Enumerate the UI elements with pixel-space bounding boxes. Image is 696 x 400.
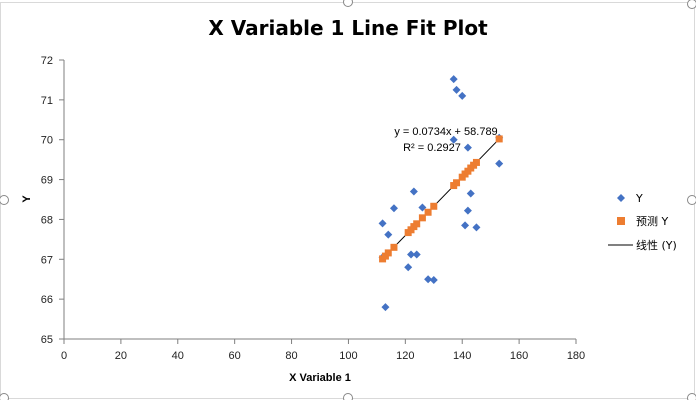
x-tick-label: 100	[339, 350, 357, 362]
y-point[interactable]	[384, 230, 393, 239]
resize-handle-top[interactable]	[343, 0, 353, 7]
predicted-y-point[interactable]	[390, 243, 398, 251]
y-tick-label: 71	[41, 95, 53, 107]
y-point[interactable]	[409, 187, 418, 196]
y-axis-label: Y	[21, 195, 33, 203]
y-point[interactable]	[463, 143, 472, 152]
y-point[interactable]	[418, 203, 427, 212]
series-layer	[378, 75, 504, 312]
resize-handle-left[interactable]	[0, 195, 9, 205]
trendline-r-squared: R² = 0.2927	[403, 142, 461, 154]
x-tick-label: 140	[453, 350, 471, 362]
predicted-y-point[interactable]	[413, 220, 421, 228]
y-tick-label: 66	[41, 294, 53, 306]
x-tick-label: 160	[510, 350, 528, 362]
y-point[interactable]	[466, 189, 475, 198]
resize-handle-right[interactable]	[687, 195, 696, 205]
y-point[interactable]	[424, 275, 433, 284]
y-point[interactable]	[495, 159, 504, 168]
y-point[interactable]	[461, 221, 470, 230]
trendline-equation: y = 0.0734x + 58.789	[394, 126, 497, 138]
y-tick-label: 70	[41, 135, 53, 147]
x-tick-label: 20	[115, 350, 127, 362]
y-point[interactable]	[412, 250, 421, 259]
y-axis-ticks: 65 66 67 68 69 70 71 72	[41, 55, 64, 346]
y-point[interactable]	[458, 91, 467, 100]
y-point[interactable]	[378, 219, 387, 228]
legend-y-label: Y	[635, 192, 643, 205]
x-tick-label: 120	[396, 350, 414, 362]
y-tick-label: 68	[41, 214, 53, 226]
resize-handle-top-right[interactable]	[687, 0, 696, 9]
predicted-y-point[interactable]	[453, 179, 461, 187]
chart-title: X Variable 1 Line Fit Plot	[208, 16, 488, 40]
x-tick-label: 180	[567, 350, 585, 362]
predicted-y-point[interactable]	[384, 249, 392, 257]
y-tick-label: 65	[41, 334, 53, 346]
predicted-y-point[interactable]	[495, 135, 503, 143]
y-point[interactable]	[404, 263, 413, 272]
y-tick-label: 67	[41, 254, 53, 266]
resize-handle-bottom-left[interactable]	[0, 393, 9, 400]
predicted-y-point[interactable]	[430, 202, 438, 210]
legend-trendline-label: 线性 (Y)	[636, 238, 677, 252]
y-point[interactable]	[452, 85, 461, 94]
y-tick-label: 72	[41, 55, 53, 67]
y-point[interactable]	[449, 75, 458, 84]
y-tick-label: 69	[41, 175, 53, 187]
x-axis-label: X Variable 1	[289, 372, 351, 384]
x-tick-label: 0	[61, 350, 67, 362]
y-point[interactable]	[463, 206, 472, 215]
resize-handle-bottom[interactable]	[343, 393, 353, 400]
x-tick-label: 40	[172, 350, 184, 362]
y-point[interactable]	[472, 223, 481, 232]
legend-predicted-marker	[617, 217, 625, 225]
x-tick-label: 80	[285, 350, 297, 362]
predicted-y-point[interactable]	[424, 208, 432, 216]
y-point[interactable]	[381, 303, 390, 312]
predicted-y-point[interactable]	[472, 158, 480, 166]
y-point[interactable]	[389, 204, 398, 213]
resize-handle-bottom-right[interactable]	[687, 393, 696, 400]
y-point[interactable]	[429, 276, 438, 285]
predicted-y-point[interactable]	[418, 214, 426, 222]
legend-predicted-label: 预测 Y	[636, 215, 668, 228]
x-axis-ticks: 0 20 40 60 80 100 120 140 160 180	[61, 339, 585, 362]
x-tick-label: 60	[229, 350, 241, 362]
y-point[interactable]	[449, 135, 458, 144]
y-point[interactable]	[407, 250, 416, 259]
legend-y-marker	[617, 194, 625, 202]
legend[interactable]: Y 预测 Y 线性 (Y)	[608, 192, 677, 252]
